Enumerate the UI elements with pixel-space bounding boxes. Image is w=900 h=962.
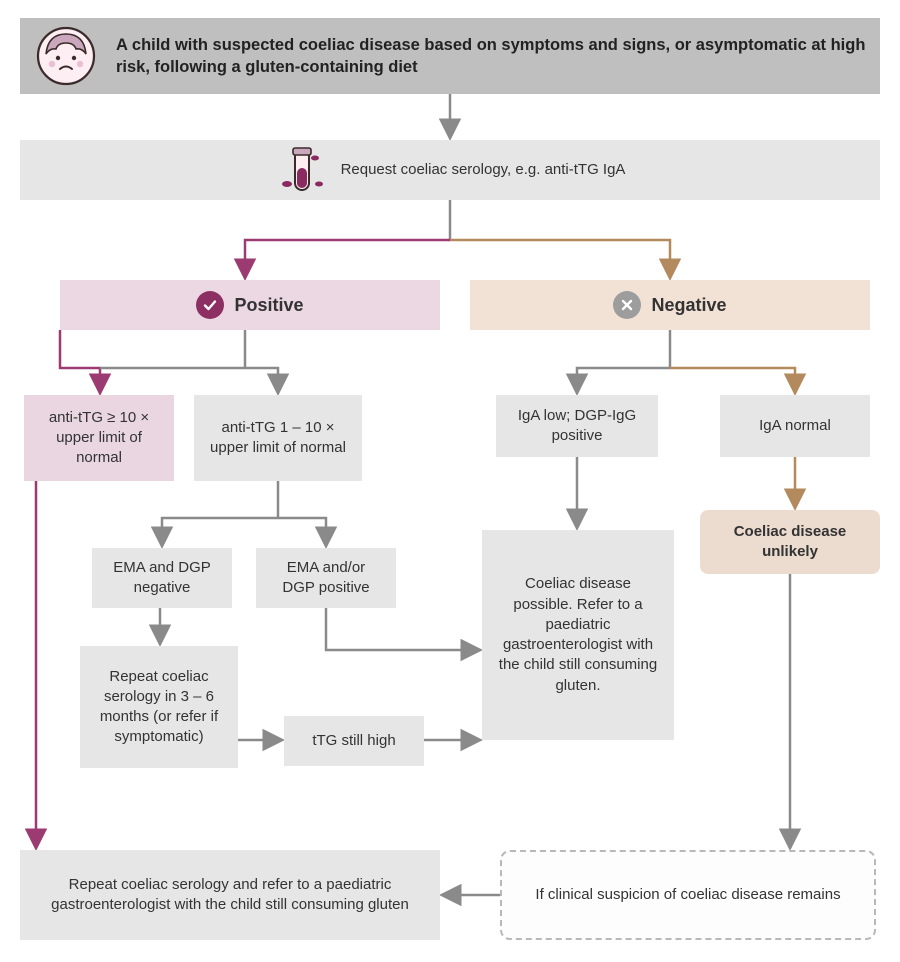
suspicion-text: If clinical suspicion of coeliac disease… bbox=[535, 885, 840, 905]
header-text: A child with suspected coeliac disease b… bbox=[116, 34, 866, 79]
repeat-text: Repeat coeliac serology in 3 – 6 months … bbox=[94, 667, 224, 748]
positive-header: Positive bbox=[60, 280, 440, 330]
possible-box: Coeliac disease possible. Refer to a pae… bbox=[482, 530, 674, 740]
flowchart-canvas: A child with suspected coeliac disease b… bbox=[0, 0, 900, 962]
negative-label: Negative bbox=[651, 293, 726, 317]
possible-text: Coeliac disease possible. Refer to a pae… bbox=[496, 574, 660, 696]
serology-box: Request coeliac serology, e.g. anti-tTG … bbox=[20, 140, 880, 200]
unlikely-box: Coeliac disease unlikely bbox=[700, 510, 880, 574]
child-face-icon bbox=[34, 24, 98, 88]
iga-normal-box: IgA normal bbox=[720, 395, 870, 457]
pos-mid-box: anti-tTG 1 – 10 × upper limit of normal bbox=[194, 395, 362, 481]
negative-header: Negative bbox=[470, 280, 870, 330]
iga-low-box: IgA low; DGP-IgG positive bbox=[496, 395, 658, 457]
refer-text: Repeat coeliac serology and refer to a p… bbox=[34, 875, 426, 916]
check-icon bbox=[196, 291, 224, 319]
unlikely-text: Coeliac disease unlikely bbox=[714, 522, 866, 563]
pos-mid-text: anti-tTG 1 – 10 × upper limit of normal bbox=[208, 418, 348, 459]
pos-high-text: anti-tTG ≥ 10 × upper limit of normal bbox=[38, 408, 160, 469]
iga-low-text: IgA low; DGP-IgG positive bbox=[510, 406, 644, 447]
ema-pos-box: EMA and/or DGP positive bbox=[256, 548, 396, 608]
ema-pos-text: EMA and/or DGP positive bbox=[270, 558, 382, 599]
still-high-box: tTG still high bbox=[284, 716, 424, 766]
iga-normal-text: IgA normal bbox=[759, 416, 831, 436]
repeat-box: Repeat coeliac serology in 3 – 6 months … bbox=[80, 646, 238, 768]
header-box: A child with suspected coeliac disease b… bbox=[20, 18, 880, 94]
pos-high-box: anti-tTG ≥ 10 × upper limit of normal bbox=[24, 395, 174, 481]
blood-tube-icon bbox=[275, 144, 327, 196]
refer-box: Repeat coeliac serology and refer to a p… bbox=[20, 850, 440, 940]
positive-label: Positive bbox=[234, 293, 303, 317]
cross-icon bbox=[613, 291, 641, 319]
suspicion-box: If clinical suspicion of coeliac disease… bbox=[500, 850, 876, 940]
still-high-text: tTG still high bbox=[312, 731, 395, 751]
ema-neg-text: EMA and DGP negative bbox=[106, 558, 218, 599]
serology-text: Request coeliac serology, e.g. anti-tTG … bbox=[341, 160, 626, 180]
ema-neg-box: EMA and DGP negative bbox=[92, 548, 232, 608]
